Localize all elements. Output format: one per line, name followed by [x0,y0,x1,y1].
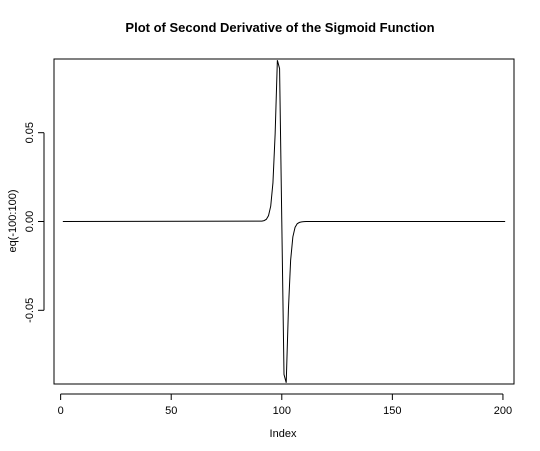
y-tick-label: -0.05 [24,298,36,323]
chart-title: Plot of Second Derivative of the Sigmoid… [125,20,434,35]
plot-frame [53,58,515,385]
y-axis-label: eq(-100:100) [7,190,19,253]
x-tick-label: 150 [383,405,401,417]
y-axis: -0.05 0.00 0.05 [24,122,45,323]
x-tick-label: 0 [58,405,64,417]
y-tick-label: 0.05 [24,122,36,143]
x-tick-label: 200 [494,405,512,417]
series-line [62,60,506,383]
x-axis-label: Index [270,428,297,440]
y-tick-label: 0.00 [24,211,36,232]
x-tick-label: 100 [273,405,291,417]
x-tick-label: 50 [165,405,177,417]
x-axis: 0 50 100 150 200 [58,393,512,417]
series-layer [62,60,506,383]
